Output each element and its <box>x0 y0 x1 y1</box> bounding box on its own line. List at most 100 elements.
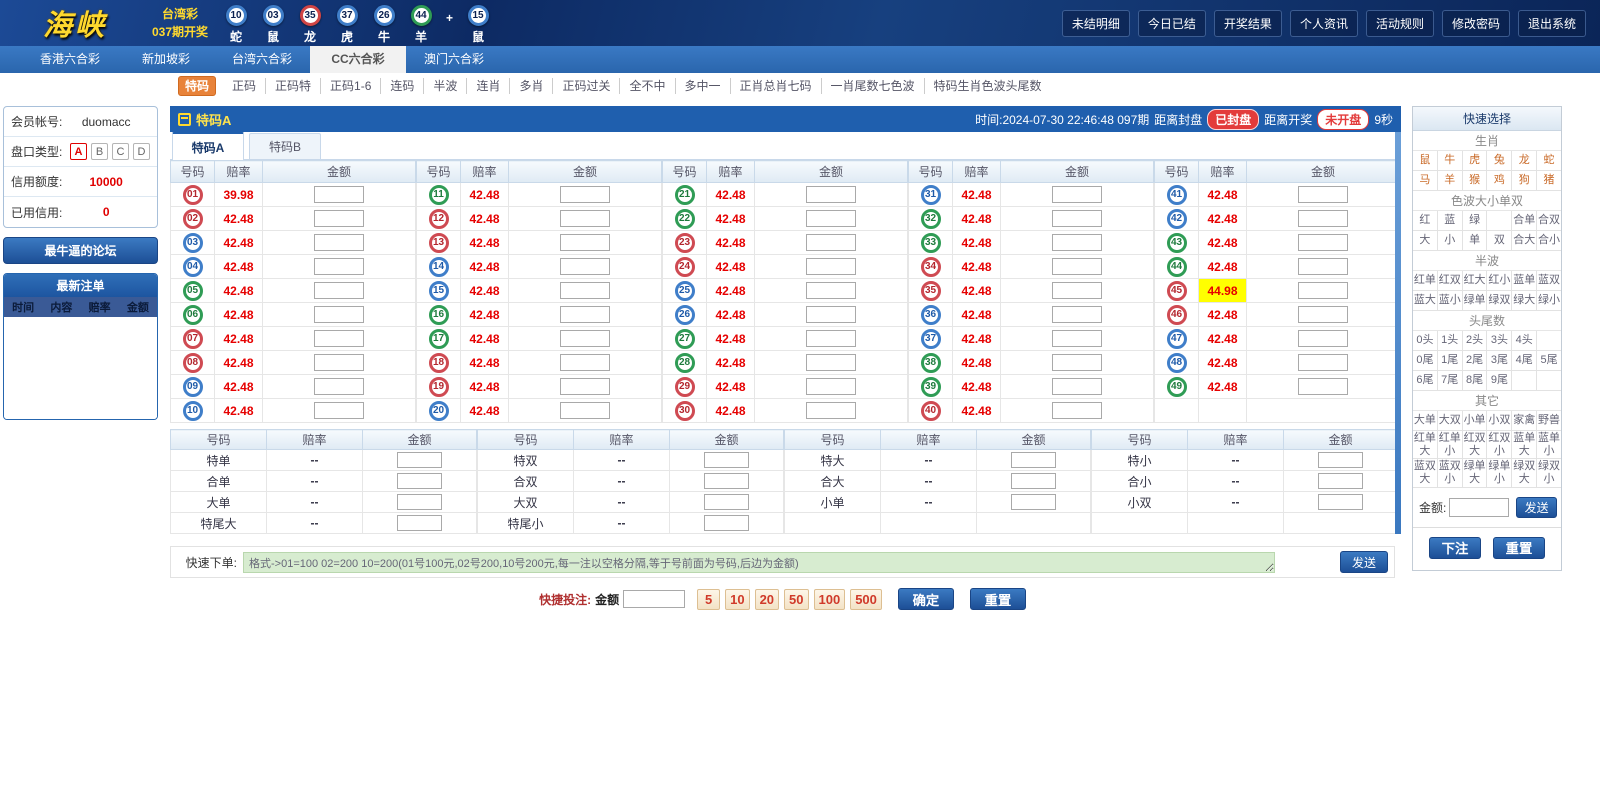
quick-select-cell[interactable]: 蓝单 小 <box>1537 431 1561 460</box>
quick-order-input[interactable]: 格式->01=100 02=200 10=200(01号100元,02号200,… <box>243 551 1275 573</box>
quick-select-cell[interactable]: 红双 大 <box>1462 431 1488 460</box>
bet-amount-input[interactable] <box>397 494 442 510</box>
bet-type-item[interactable]: 正码 <box>223 77 267 94</box>
quick-select-cell[interactable]: 4尾 <box>1512 351 1538 371</box>
quick-select-cell[interactable]: 野兽 <box>1537 411 1561 431</box>
preset-amount-button[interactable]: 500 <box>850 588 882 610</box>
bet-amount-input[interactable] <box>806 282 856 299</box>
bet-amount-input[interactable] <box>806 186 856 203</box>
bet-amount-input[interactable] <box>1298 354 1348 371</box>
quick-select-cell[interactable]: 红双 <box>1437 271 1463 291</box>
bet-amount-input[interactable] <box>1052 306 1102 323</box>
bet-amount-input[interactable] <box>1011 473 1056 489</box>
quick-select-cell[interactable]: 蓝 <box>1437 211 1463 231</box>
quick-select-cell[interactable]: 小双 <box>1487 411 1513 431</box>
quick-select-cell[interactable]: 龙 <box>1512 151 1538 171</box>
quick-select-cell[interactable]: 大 <box>1413 231 1438 251</box>
bet-amount-input[interactable] <box>1298 306 1348 323</box>
bet-amount-input[interactable] <box>806 258 856 275</box>
bet-amount-input[interactable] <box>1052 210 1102 227</box>
bet-type-item[interactable]: 多肖 <box>510 77 554 94</box>
bet-amount-input[interactable] <box>806 354 856 371</box>
quick-select-cell[interactable]: 兔 <box>1487 151 1513 171</box>
bet-amount-input[interactable] <box>1011 452 1056 468</box>
quick-select-cell[interactable]: 2尾 <box>1462 351 1488 371</box>
bet-amount-input[interactable] <box>704 515 749 531</box>
bet-amount-input[interactable] <box>1298 186 1348 203</box>
place-bet-button[interactable]: 下注 <box>1429 536 1481 559</box>
bet-amount-input[interactable] <box>1052 330 1102 347</box>
bet-type-item[interactable]: 多中一 <box>676 77 731 94</box>
quick-select-cell[interactable]: 绿双 小 <box>1537 459 1561 488</box>
bet-amount-input[interactable] <box>397 515 442 531</box>
bet-amount-input[interactable] <box>560 234 610 251</box>
qs-send-button[interactable]: 发送 <box>1516 496 1557 518</box>
preset-amount-button[interactable]: 5 <box>697 588 721 610</box>
quick-select-cell[interactable]: 红小 <box>1487 271 1513 291</box>
quick-select-cell[interactable]: 大单 <box>1413 411 1438 431</box>
bet-amount-input[interactable] <box>314 210 364 227</box>
bet-type-item[interactable]: 连肖 <box>467 77 511 94</box>
bet-amount-input[interactable] <box>314 186 364 203</box>
quick-select-cell[interactable]: 4头 <box>1512 331 1538 351</box>
header-menu-item[interactable]: 个人资讯 <box>1289 9 1358 37</box>
quick-select-cell[interactable]: 小单 <box>1462 411 1488 431</box>
quick-select-cell[interactable]: 鼠 <box>1413 151 1438 171</box>
bet-amount-input[interactable] <box>560 210 610 227</box>
preset-amount-button[interactable]: 20 <box>754 588 780 610</box>
quick-select-cell[interactable]: 红单 <box>1413 271 1438 291</box>
bet-amount-input[interactable] <box>314 306 364 323</box>
quick-select-cell[interactable]: 鸡 <box>1487 171 1513 191</box>
bet-amount-input[interactable] <box>1298 330 1348 347</box>
bet-amount-input[interactable] <box>560 330 610 347</box>
quick-select-cell[interactable]: 家禽 <box>1512 411 1538 431</box>
bet-amount-input[interactable] <box>1318 494 1363 510</box>
quick-select-cell[interactable]: 蓝双 <box>1537 271 1561 291</box>
quick-select-cell[interactable]: 1头 <box>1437 331 1463 351</box>
quick-select-cell[interactable]: 红单 小 <box>1437 431 1463 460</box>
bet-type-item[interactable]: 正肖总肖七码 <box>731 77 822 94</box>
bet-amount-input[interactable] <box>314 330 364 347</box>
bet-amount-input[interactable] <box>704 494 749 510</box>
quick-select-cell[interactable]: 蓝双 小 <box>1437 459 1463 488</box>
header-menu-item[interactable]: 活动规则 <box>1365 9 1434 37</box>
bet-amount-input[interactable] <box>314 282 364 299</box>
quick-select-cell[interactable]: 猪 <box>1537 171 1561 191</box>
quick-select-cell[interactable]: 8尾 <box>1462 371 1488 391</box>
bet-type-item[interactable]: 特码 <box>178 75 217 96</box>
quick-select-cell[interactable]: 合单 <box>1512 211 1538 231</box>
bet-amount-input[interactable] <box>1318 452 1363 468</box>
bet-amount-input[interactable] <box>806 210 856 227</box>
bet-type-item[interactable]: 一肖尾数七色波 <box>822 77 925 94</box>
bet-amount-input[interactable] <box>806 306 856 323</box>
quick-select-cell[interactable]: 马 <box>1413 171 1438 191</box>
quick-select-cell[interactable]: 蓝双 大 <box>1413 459 1438 488</box>
bet-type-item[interactable]: 正码特 <box>266 77 322 94</box>
bet-type-item[interactable]: 正码过关 <box>553 77 621 94</box>
bet-amount-input[interactable] <box>560 402 610 419</box>
game-tab[interactable]: 特码A <box>172 132 244 160</box>
quick-select-cell[interactable]: 绿单 大 <box>1462 459 1488 488</box>
bet-amount-input[interactable] <box>397 473 442 489</box>
bet-amount-input[interactable] <box>806 330 856 347</box>
quick-select-cell[interactable]: 红大 <box>1462 271 1488 291</box>
bet-amount-input[interactable] <box>1052 234 1102 251</box>
nav-tab[interactable]: 新加坡彩 <box>141 52 190 66</box>
forum-button[interactable]: 最牛逼的论坛 <box>3 237 158 264</box>
qs-amount-input[interactable] <box>1449 497 1510 517</box>
bet-type-item[interactable]: 正码1-6 <box>321 77 382 94</box>
nav-tab[interactable]: 澳门六合彩 <box>423 52 484 66</box>
bet-amount-input[interactable] <box>704 452 749 468</box>
bet-amount-input[interactable] <box>314 402 364 419</box>
bet-amount-input[interactable] <box>1052 354 1102 371</box>
handicap-option[interactable]: C <box>112 143 129 160</box>
quick-order-send-button[interactable]: 发送 <box>1340 551 1388 573</box>
header-menu-item[interactable]: 修改密码 <box>1441 9 1510 37</box>
quick-select-cell[interactable]: 绿 <box>1462 211 1488 231</box>
bet-amount-input[interactable] <box>1052 258 1102 275</box>
bet-amount-input[interactable] <box>1011 494 1056 510</box>
header-menu-item[interactable]: 退出系统 <box>1517 9 1586 37</box>
handicap-option[interactable]: B <box>91 143 108 160</box>
bet-amount-input[interactable] <box>314 258 364 275</box>
quick-select-cell[interactable]: 单 <box>1462 231 1488 251</box>
